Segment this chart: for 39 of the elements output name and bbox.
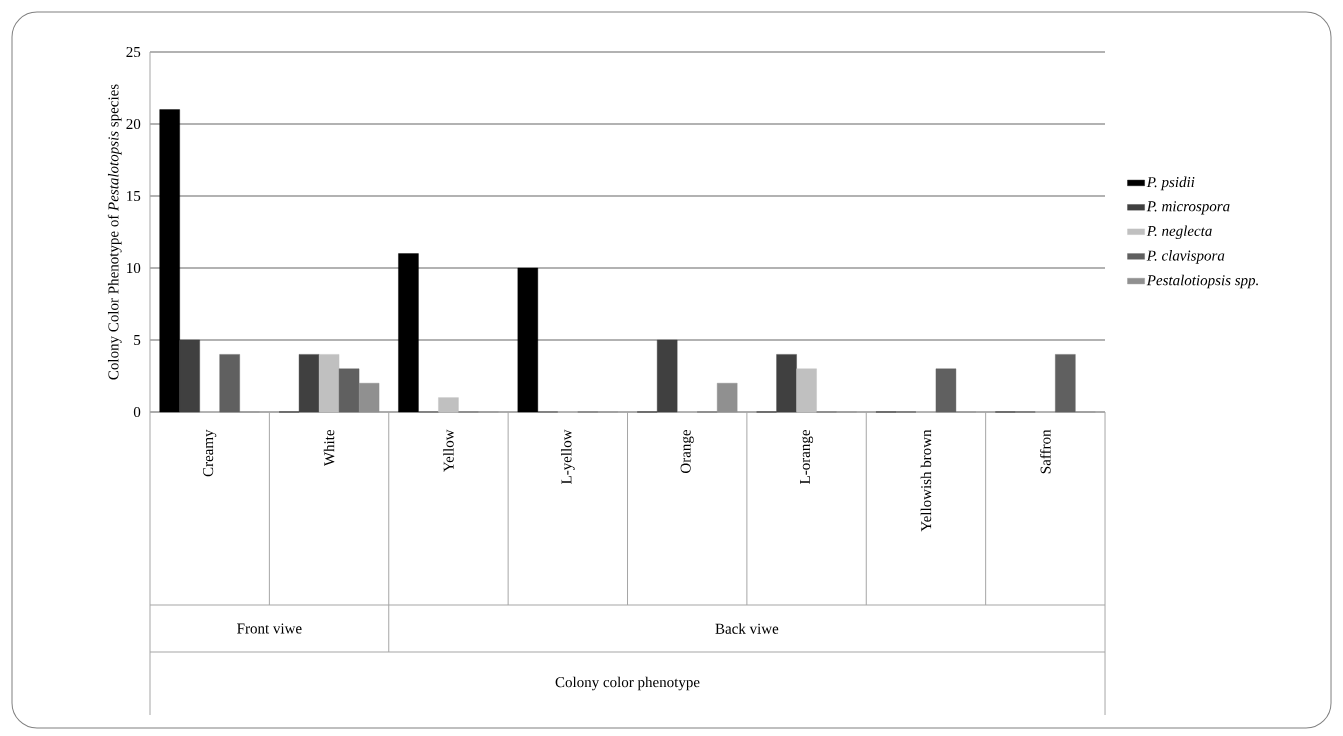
text: Front viwe xyxy=(237,623,302,634)
legend-label: Pestalotiopsis spp. xyxy=(1146,274,1258,289)
bar xyxy=(656,339,678,413)
bar xyxy=(776,354,797,413)
bar xyxy=(179,339,200,413)
legend-label: P. neglecta xyxy=(1146,225,1212,240)
bar xyxy=(358,383,380,413)
bar xyxy=(1055,354,1076,413)
y-tick-label: 10 xyxy=(127,262,141,274)
bar xyxy=(219,354,240,413)
y-tick-label: 15 xyxy=(127,190,141,202)
x-tick-label: Creamy xyxy=(203,429,217,477)
legend-label: P. microspora xyxy=(1146,201,1230,215)
legend-label: P. clavispora xyxy=(1146,250,1225,264)
y-tick-label: 20 xyxy=(126,118,141,130)
x-tick-label: L-orange xyxy=(800,429,814,484)
y-tick-label: 5 xyxy=(134,335,141,345)
y-tick-label: 25 xyxy=(126,46,141,58)
text: Colony color phenotype xyxy=(555,676,700,691)
x-tick-label: Yellow xyxy=(443,429,454,472)
x-tick-label: Saffron xyxy=(1039,429,1051,474)
text: Back viwe xyxy=(715,623,779,634)
bar xyxy=(318,354,340,413)
bar xyxy=(398,253,419,413)
bar xyxy=(796,368,817,413)
x-tick-label: Orange xyxy=(680,429,694,473)
y-axis-title: Colony Color Phenotype of Pestalotopsis species xyxy=(107,84,122,380)
bar xyxy=(935,368,957,413)
x-tick-label: White xyxy=(323,429,335,467)
bar xyxy=(298,354,320,413)
legend-label: P. psidii xyxy=(1146,176,1195,191)
bar xyxy=(517,267,539,413)
x-tick-label: L-yellow xyxy=(561,429,575,485)
y-tick-label: 0 xyxy=(133,406,141,418)
x-tick-label: Yellowish brown xyxy=(920,429,932,532)
bar xyxy=(338,368,360,413)
bar xyxy=(159,109,180,413)
bar xyxy=(438,397,459,413)
bar xyxy=(716,383,738,413)
